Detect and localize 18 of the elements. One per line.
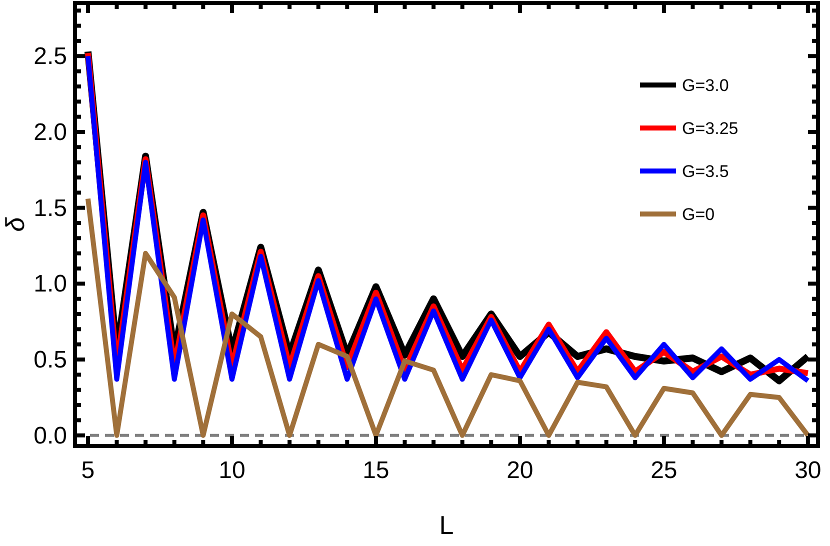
- x-tick-label: 15: [362, 457, 390, 484]
- y-tick-label: 2.0: [34, 118, 67, 146]
- y-axis-title: δ: [0, 216, 30, 232]
- y-tick-label: 2.5: [34, 43, 67, 70]
- legend-label: G=3.5: [682, 162, 729, 181]
- x-tick-label: 20: [506, 457, 534, 484]
- x-tick-label: 10: [218, 457, 246, 484]
- y-tick-label: 1.0: [34, 270, 67, 298]
- legend-label: G=0: [682, 205, 715, 224]
- y-tick-label: 0.0: [34, 422, 67, 450]
- x-axis-title: L: [439, 510, 454, 540]
- y-tick-label: 1.5: [34, 194, 67, 222]
- y-tick-label: 0.5: [34, 346, 67, 374]
- legend-label: G=3.25: [682, 119, 738, 138]
- legend-label: G=3.0: [682, 76, 729, 95]
- x-tick-label: 5: [81, 457, 95, 484]
- x-tick-label: 25: [650, 457, 678, 484]
- x-tick-label: 30: [794, 457, 822, 484]
